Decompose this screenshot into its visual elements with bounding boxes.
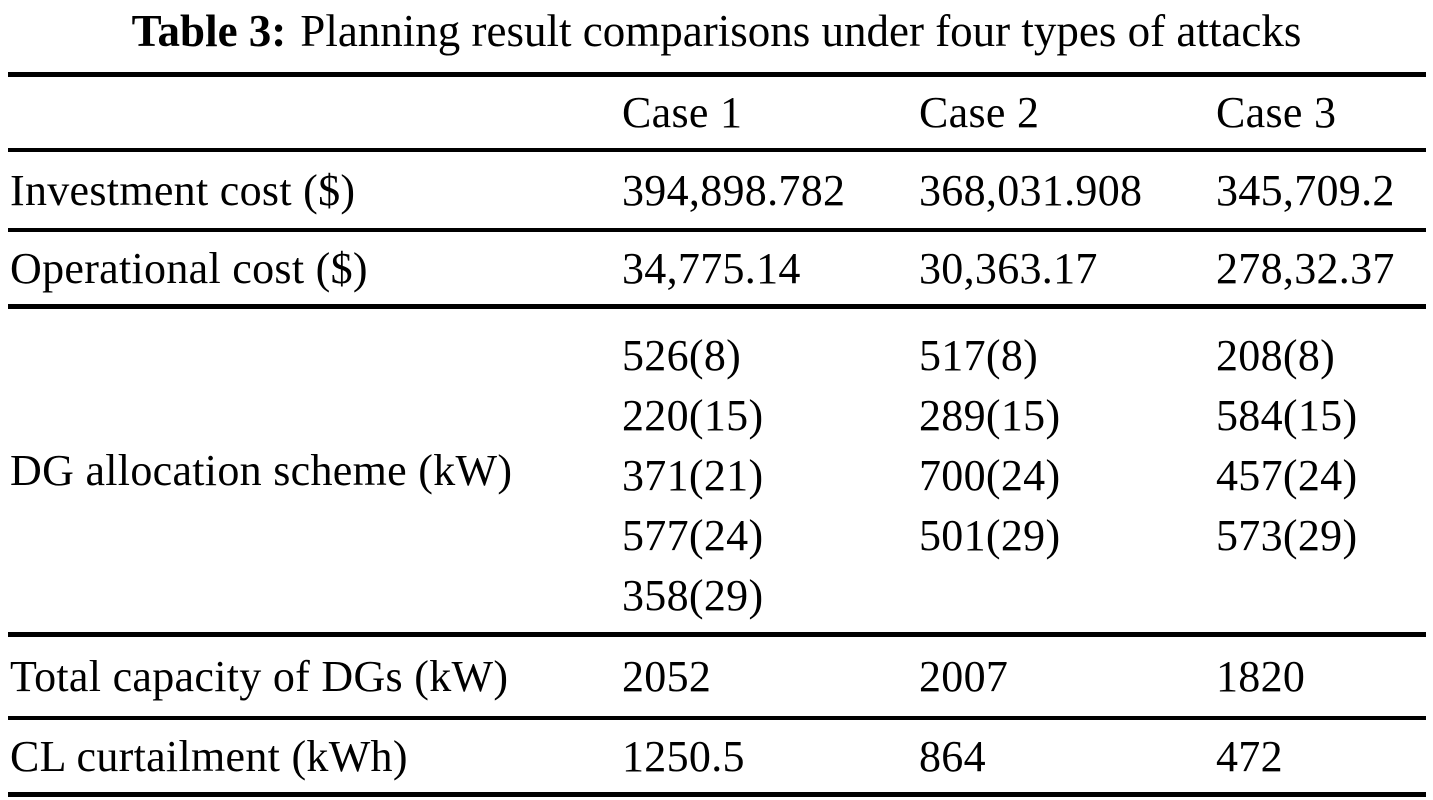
row-label-operational: Operational cost ($): [10, 243, 368, 293]
row-dg-allocation: DG allocation scheme (kW) 526(8) 220(15)…: [8, 309, 1426, 632]
column-header-case3: Case 3: [1216, 88, 1337, 137]
cell-cl-case2: 864: [919, 731, 986, 781]
row-label-total-capacity: Total capacity of DGs (kW): [10, 652, 509, 701]
cell-total-case1: 2052: [622, 652, 712, 701]
dg-allocation-entry: 457(24): [1216, 450, 1358, 500]
dg-allocation-entry: 208(8): [1216, 330, 1336, 380]
cell-investment-case3: 345,709.2: [1216, 165, 1395, 215]
cell-operational-case2: 30,363.17: [919, 243, 1098, 293]
table-caption: Table 3: Planning result comparisons unde…: [0, 2, 1433, 60]
row-investment-cost: Investment cost ($) 394,898.782 368,031.…: [8, 152, 1426, 228]
cell-dg-case3: 208(8) 584(15) 457(24) 573(29): [1214, 309, 1426, 632]
dg-allocation-entry: 220(15): [622, 390, 764, 440]
dg-allocation-entry: 573(29): [1216, 510, 1358, 560]
dg-allocation-entry: 358(29): [622, 570, 764, 620]
cell-dg-case2: 517(8) 289(15) 700(24) 501(29): [917, 309, 1214, 632]
row-label-investment: Investment cost ($): [10, 165, 356, 215]
row-rule: [8, 632, 1426, 637]
row-label-dg-allocation: DG allocation scheme (kW): [10, 446, 513, 495]
cell-total-case3: 1820: [1216, 652, 1306, 701]
row-rule: [8, 304, 1426, 309]
row-rule: [8, 716, 1426, 720]
dg-allocation-entry: 577(24): [622, 510, 764, 560]
row-cl-curtailment: CL curtailment (kWh) 1250.5 864 472: [8, 720, 1426, 792]
cell-total-case2: 2007: [919, 652, 1009, 701]
cell-cl-case3: 472: [1216, 731, 1283, 781]
cell-investment-case1: 394,898.782: [622, 165, 846, 215]
row-label-cl-curtailment: CL curtailment (kWh): [10, 731, 408, 781]
header-rule: [8, 148, 1426, 152]
cell-operational-case1: 34,775.14: [622, 243, 801, 293]
dg-allocation-entry: 371(21): [622, 450, 764, 500]
row-rule: [8, 228, 1426, 232]
dg-allocation-entry: 526(8): [622, 330, 742, 380]
dg-allocation-entry: 501(29): [919, 510, 1061, 560]
caption-text: Planning result comparisons under four t…: [300, 6, 1302, 56]
caption-number: Table 3:: [131, 6, 287, 56]
dg-allocation-entry: 517(8): [919, 330, 1039, 380]
column-header-case2: Case 2: [919, 88, 1040, 137]
cell-cl-case1: 1250.5: [622, 731, 745, 781]
row-operational-cost: Operational cost ($) 34,775.14 30,363.17…: [8, 232, 1426, 304]
column-header-case1: Case 1: [622, 88, 743, 137]
dg-allocation-entry: 289(15): [919, 390, 1061, 440]
cell-investment-case2: 368,031.908: [919, 165, 1143, 215]
header-row: Case 1 Case 2 Case 3: [8, 77, 1426, 148]
cell-operational-case3: 278,32.37: [1216, 243, 1395, 293]
row-total-capacity: Total capacity of DGs (kW) 2052 2007 182…: [8, 637, 1426, 716]
bottom-rule: [8, 792, 1426, 797]
dg-allocation-entry: 584(15): [1216, 390, 1358, 440]
dg-allocation-entry: 700(24): [919, 450, 1061, 500]
results-table: Case 1 Case 2 Case 3 Investment cost ($)…: [8, 72, 1426, 797]
cell-dg-case1: 526(8) 220(15) 371(21) 577(24) 358(29): [620, 309, 917, 632]
top-rule: [8, 72, 1426, 77]
